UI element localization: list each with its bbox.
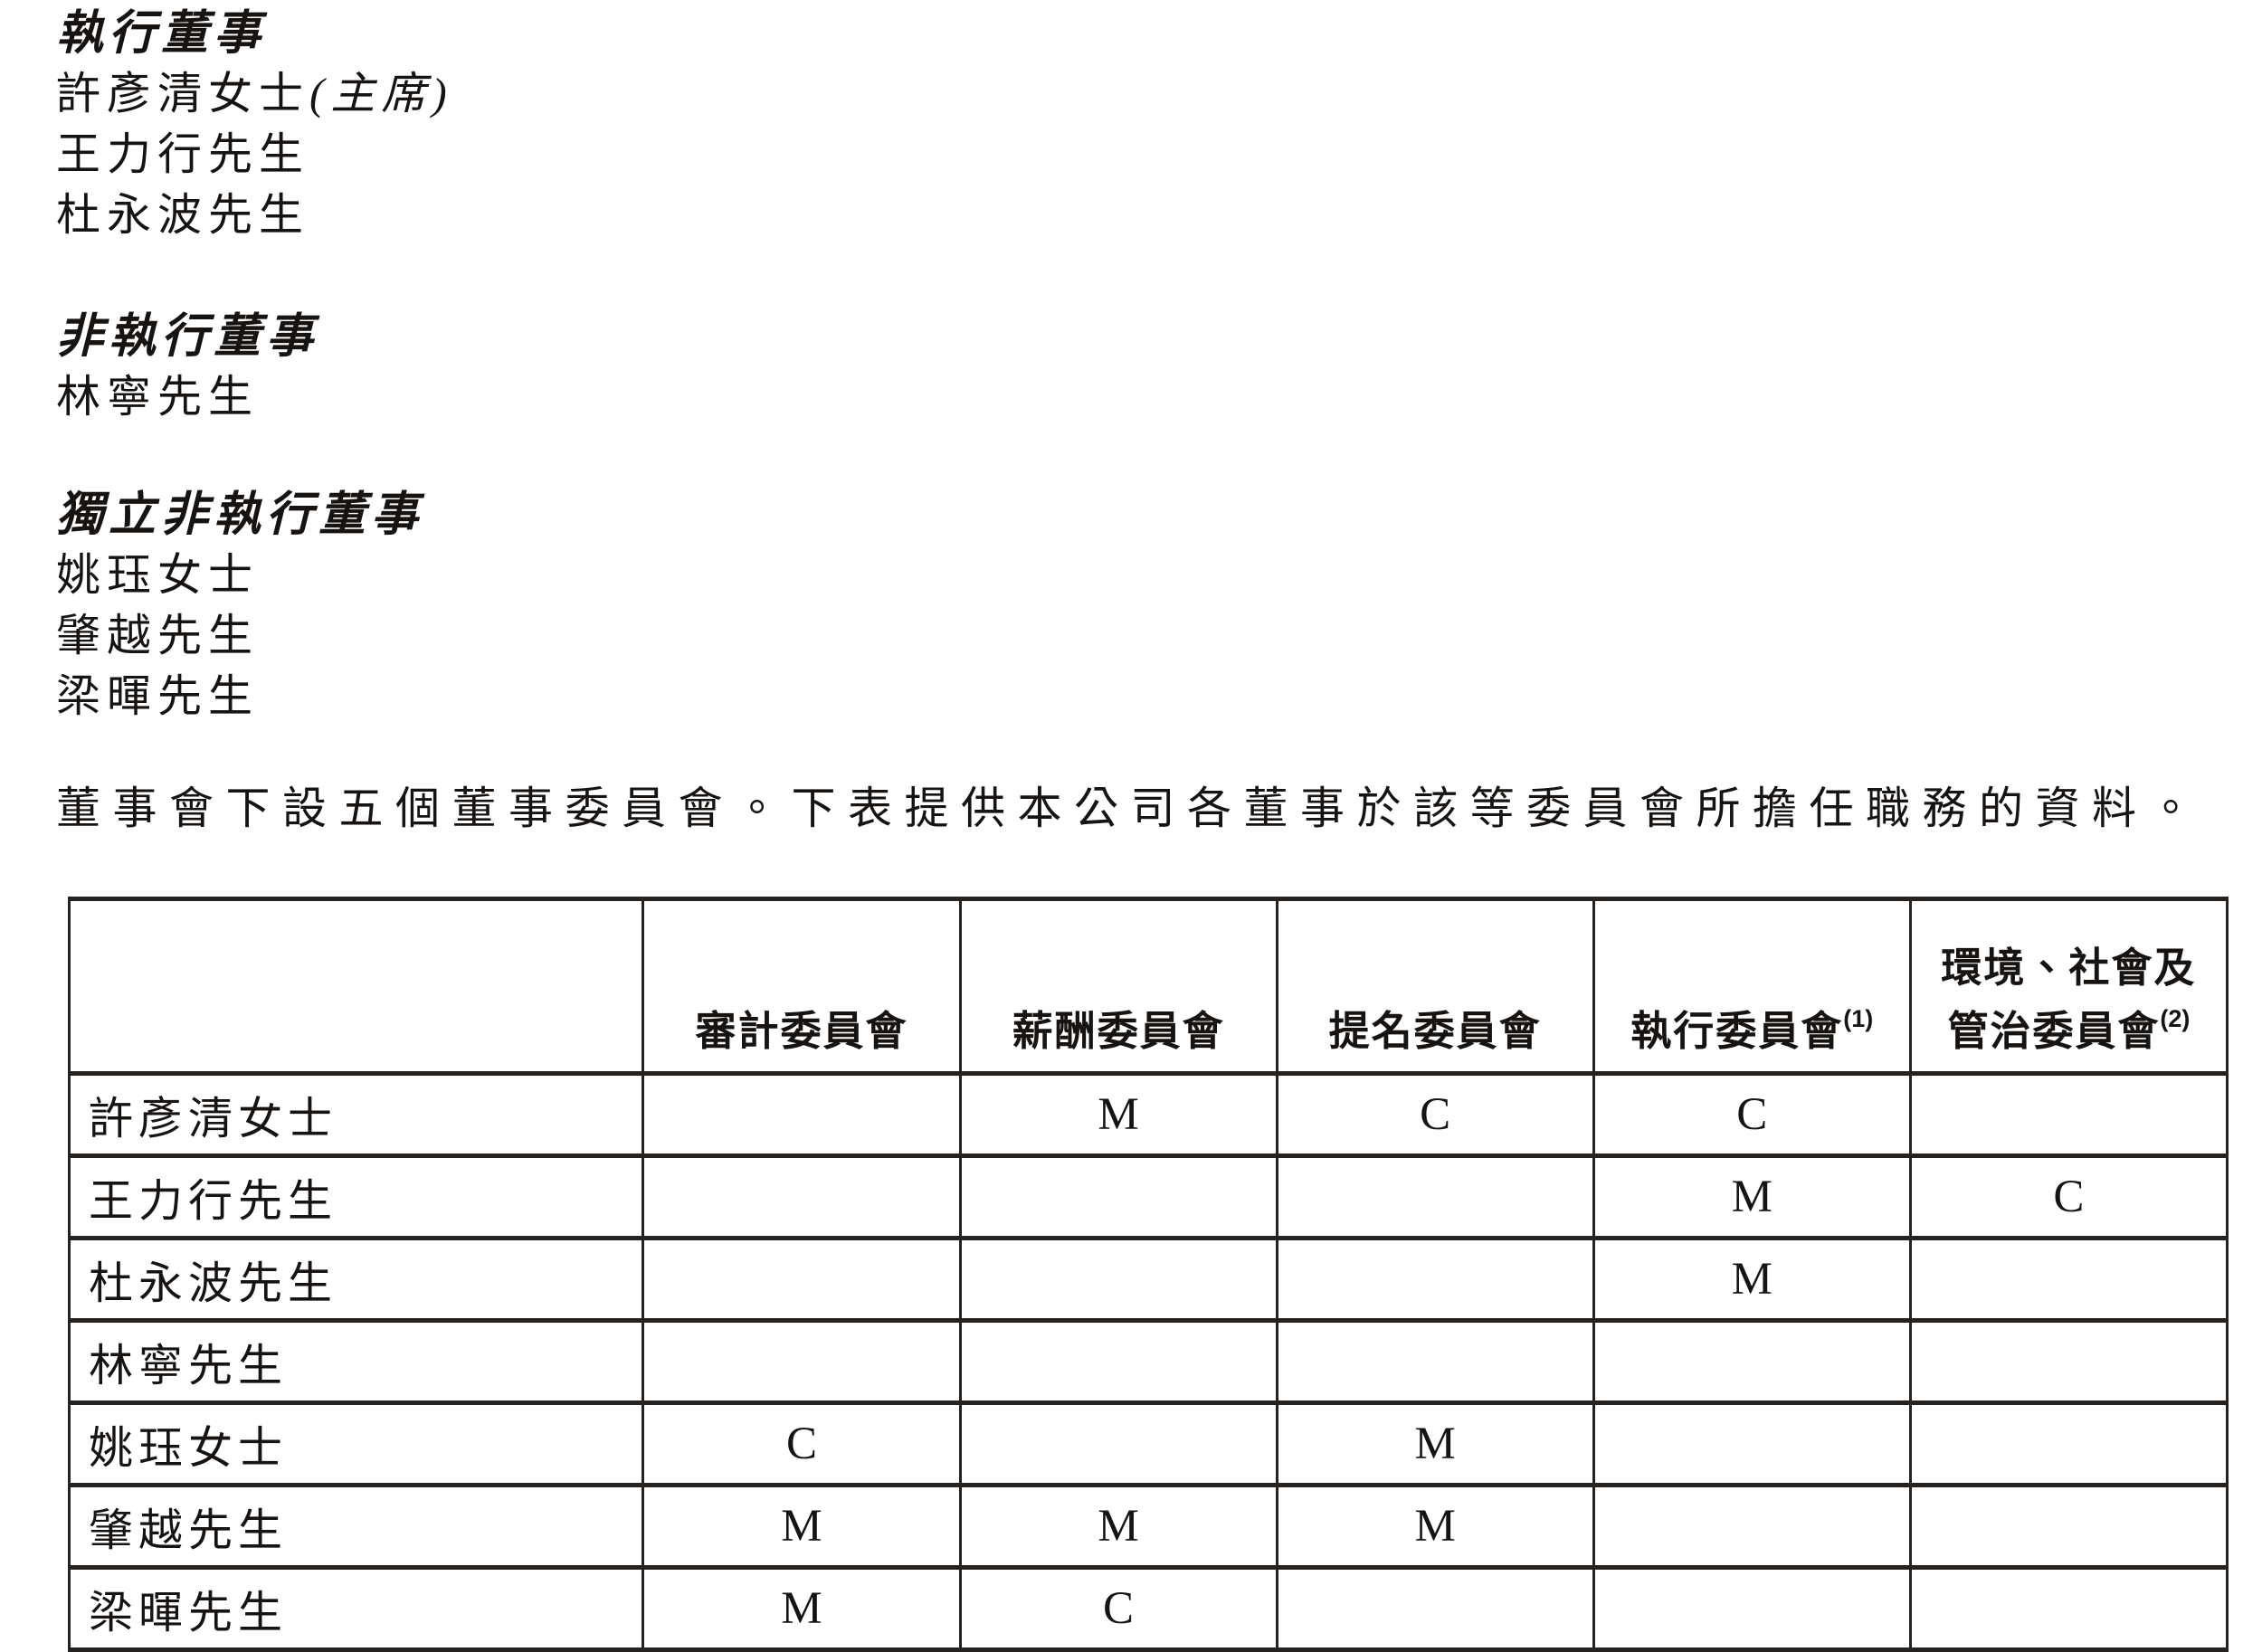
header-name-column [67,897,645,1076]
esg-committee-label: 管治委員會 [1947,1008,2161,1054]
footnote-ref-1: (1) [1843,1005,1874,1032]
member-name: 梁暉先生 [56,671,260,721]
role-esg: C [1908,1154,2229,1240]
header-audit-committee: 審計委員會 [642,897,962,1076]
table-row: 許彥清女士 M C C [67,1071,2229,1158]
member-name-chairwoman: 許彥清女士(主席) [56,63,2229,124]
member-name: 姚珏女士 [56,550,260,600]
role-executive: M [1592,1236,1912,1323]
non-executive-directors-section: 非執行董事 林寧先生 [56,309,2229,427]
role-esg [1908,1318,2229,1405]
director-name: 杜永波先生 [67,1236,645,1323]
header-nomination-committee: 提名委員會 [1275,897,1595,1076]
executive-committee-label: 執行委員會 [1630,1008,1844,1054]
header-esg-committee: 環境、社會及 管治委員會(2) [1908,897,2229,1076]
role-remuneration [958,1318,1278,1405]
esg-label-line1: 環境、社會及 [1941,945,2197,991]
member-name: 王力行先生 [56,129,310,179]
non-executive-directors-heading: 非執行董事 [56,311,319,363]
role-executive: M [1592,1154,1912,1240]
role-esg [1908,1483,2229,1570]
director-name: 梁暉先生 [67,1565,645,1652]
committee-membership-table: 審計委員會 薪酬委員會 提名委員會 執行委員會(1) 環境、社會及 管治委員會(… [67,897,2229,1652]
executive-directors-section: 執行董事 許彥清女士(主席) 王力行先生 杜永波先生 [56,5,2229,245]
role-audit [642,1236,962,1323]
table-row: 梁暉先生 M C [67,1565,2229,1652]
director-name: 許彥清女士 [67,1071,645,1158]
director-name: 王力行先生 [67,1154,645,1240]
member-name: 肇越先生 [56,611,260,660]
footnote-ref-2: (2) [2160,1005,2191,1032]
table-row: 杜永波先生 M [67,1236,2229,1323]
role-audit: M [642,1565,962,1652]
role-audit: C [642,1400,962,1487]
role-executive [1592,1483,1912,1570]
esg-label-line2: 管治委員會(2) [1915,993,2222,1057]
role-remuneration [958,1154,1278,1240]
chair-name: 許彥清女士 [56,69,310,119]
role-nomination: M [1275,1483,1595,1570]
role-audit [642,1071,962,1158]
committee-intro-paragraph: 董事會下設五個董事委員會。下表提供本公司各董事於該等委員會所擔任職務的資料。 [56,783,2206,833]
role-remuneration [958,1400,1278,1487]
role-audit: M [642,1483,962,1570]
role-executive [1592,1318,1912,1405]
role-executive: C [1592,1071,1912,1158]
header-executive-committee: 執行委員會(1) [1592,897,1912,1076]
role-executive [1592,1565,1912,1652]
director-name: 林寧先生 [67,1318,645,1405]
header-remuneration-committee: 薪酬委員會 [958,897,1278,1076]
independent-directors-heading: 獨立非執行董事 [56,489,424,541]
role-audit [642,1318,962,1405]
role-executive [1592,1400,1912,1487]
member-name: 杜永波先生 [56,190,310,240]
table-row: 肇越先生 M M M [67,1483,2229,1570]
role-nomination [1275,1318,1595,1405]
member-name: 林寧先生 [56,372,260,422]
role-nomination: C [1275,1071,1595,1158]
table-header-row: 審計委員會 薪酬委員會 提名委員會 執行委員會(1) 環境、社會及 管治委員會(… [67,897,2229,1076]
role-esg [1908,1565,2229,1652]
role-remuneration: C [958,1565,1278,1652]
executive-directors-heading: 執行董事 [56,8,267,60]
table-row: 王力行先生 M C [67,1154,2229,1240]
director-name: 肇越先生 [67,1483,645,1570]
role-nomination [1275,1565,1595,1652]
independent-directors-section: 獨立非執行董事 姚珏女士 肇越先生 梁暉先生 [56,487,2229,726]
role-remuneration [958,1236,1278,1323]
role-remuneration: M [958,1071,1278,1158]
table-row: 林寧先生 [67,1318,2229,1405]
role-remuneration: M [958,1483,1278,1570]
chair-title-suffix: (主席) [309,69,453,119]
role-esg [1908,1071,2229,1158]
role-nomination [1275,1154,1595,1240]
role-esg [1908,1400,2229,1487]
role-nomination [1275,1236,1595,1323]
role-esg [1908,1236,2229,1323]
director-name: 姚珏女士 [67,1400,645,1487]
table-row: 姚珏女士 C M [67,1400,2229,1487]
role-audit [642,1154,962,1240]
role-nomination: M [1275,1400,1595,1487]
